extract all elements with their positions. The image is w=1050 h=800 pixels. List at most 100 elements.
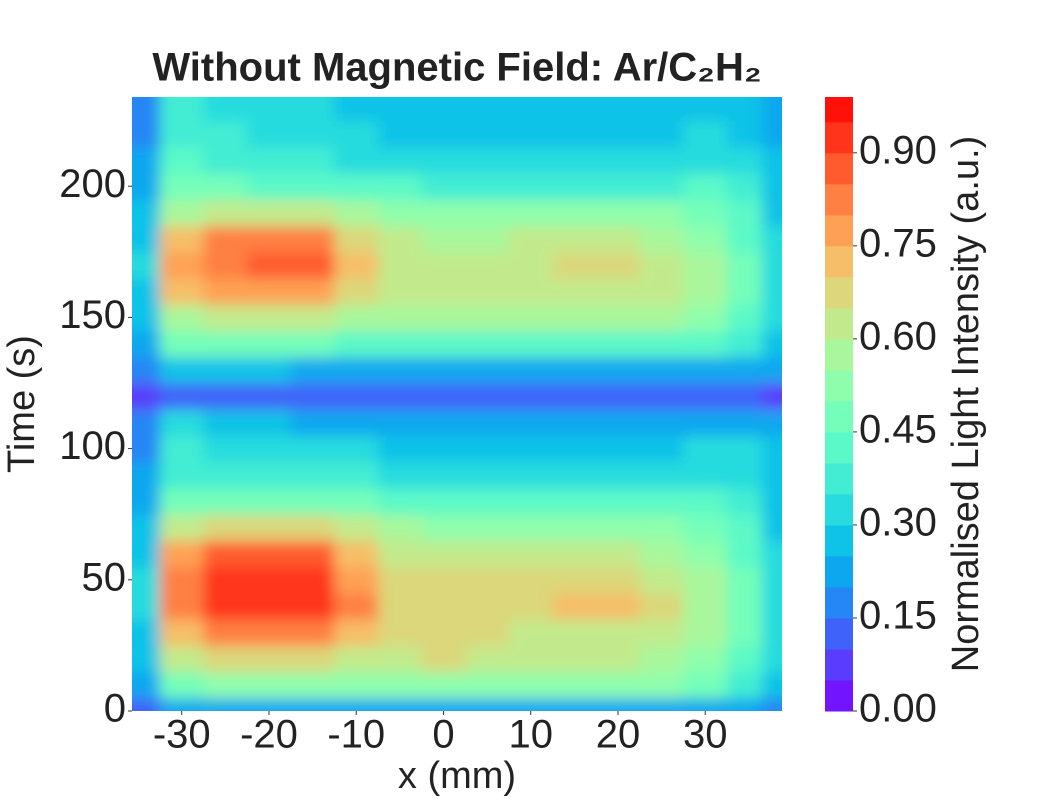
colorbar-band bbox=[825, 555, 853, 588]
contour-cell bbox=[761, 120, 782, 148]
contour-cell bbox=[683, 199, 728, 227]
contour-cell bbox=[290, 540, 336, 568]
contour-cell bbox=[203, 540, 248, 568]
contour-cell bbox=[761, 619, 782, 647]
contour-cell bbox=[465, 619, 510, 647]
contour-cell bbox=[334, 566, 379, 594]
contour-cell bbox=[247, 120, 292, 148]
contour-cell bbox=[727, 330, 763, 358]
contour-cell bbox=[596, 225, 641, 253]
contour-cell bbox=[378, 566, 423, 594]
contour-cell bbox=[639, 330, 685, 358]
contour-cell bbox=[727, 645, 763, 673]
contour-cell bbox=[421, 330, 466, 358]
contour-cell bbox=[639, 671, 685, 699]
contour-cell bbox=[727, 592, 763, 620]
contour-cell bbox=[378, 225, 423, 253]
contour-cell bbox=[378, 540, 423, 568]
colorbar-tick-label: 0.90 bbox=[859, 128, 937, 172]
contour-cell bbox=[378, 383, 423, 410]
contour-cell bbox=[159, 566, 205, 594]
contour-cell bbox=[334, 619, 379, 647]
contour-cell bbox=[203, 592, 248, 620]
contour-cell bbox=[132, 199, 161, 227]
contour-cell bbox=[159, 97, 205, 122]
contour-cell bbox=[552, 97, 597, 122]
contour-cell bbox=[378, 697, 423, 711]
contour-cell bbox=[334, 697, 379, 711]
contour-cell bbox=[378, 173, 423, 200]
contour-cell bbox=[132, 435, 161, 463]
colorbar-label: Normalised Light Intensity (a.u.) bbox=[945, 136, 987, 672]
contour-cell bbox=[639, 566, 685, 594]
contour-cell bbox=[421, 487, 466, 515]
x-tick-label: 10 bbox=[508, 713, 553, 757]
contour-cell bbox=[761, 251, 782, 279]
y-axis-label: Time (s) bbox=[1, 335, 43, 473]
contour-cell bbox=[378, 487, 423, 515]
contour-cell bbox=[761, 540, 782, 568]
contour-cell bbox=[421, 356, 466, 384]
contour-cell bbox=[132, 225, 161, 253]
contour-cell bbox=[465, 199, 510, 227]
x-tick-label: -30 bbox=[153, 713, 211, 757]
contour-cell bbox=[761, 409, 782, 437]
contour-cell bbox=[465, 330, 510, 358]
contour-cell bbox=[761, 199, 782, 227]
contour-cell bbox=[334, 304, 379, 332]
contour-cell bbox=[247, 146, 292, 174]
contour-cell bbox=[465, 671, 510, 699]
colorbar-tick-label: 0.15 bbox=[859, 594, 937, 638]
contour-cell bbox=[159, 592, 205, 620]
contour-cell bbox=[683, 304, 728, 332]
contour-cell bbox=[683, 120, 728, 148]
colorbar-band bbox=[825, 214, 853, 247]
contour-cell bbox=[203, 225, 248, 253]
contour-cell bbox=[683, 356, 728, 384]
contour-cell bbox=[465, 304, 510, 332]
contour-cell bbox=[247, 540, 292, 568]
contour-cell bbox=[378, 514, 423, 542]
contour-cell bbox=[508, 278, 554, 305]
contour-cell bbox=[290, 304, 336, 332]
contour-cell bbox=[334, 461, 379, 489]
contour-cell bbox=[247, 619, 292, 647]
contour-cell bbox=[203, 251, 248, 279]
contour-cell bbox=[290, 671, 336, 699]
contour-cell bbox=[683, 146, 728, 174]
contour-cell bbox=[421, 540, 466, 568]
y-tick-label: 200 bbox=[59, 162, 126, 206]
contour-cell bbox=[683, 566, 728, 594]
contour-cell bbox=[552, 566, 597, 594]
contour-cell bbox=[290, 697, 336, 711]
contour-cell bbox=[596, 173, 641, 200]
contour-cell bbox=[290, 146, 336, 174]
contour-cell bbox=[290, 199, 336, 227]
contour-cell bbox=[421, 619, 466, 647]
contour-cell bbox=[290, 645, 336, 673]
contour-cell bbox=[378, 409, 423, 437]
contour-cell bbox=[465, 383, 510, 410]
contour-cell bbox=[378, 645, 423, 673]
contour-cell bbox=[203, 566, 248, 594]
contour-cell bbox=[683, 540, 728, 568]
contour-cell bbox=[465, 409, 510, 437]
contour-cell bbox=[334, 330, 379, 358]
contour-cell bbox=[159, 671, 205, 699]
contour-cell bbox=[727, 487, 763, 515]
colorbar-tick-label: 0.00 bbox=[859, 687, 937, 731]
colorbar-band bbox=[825, 121, 853, 154]
contour-cell bbox=[552, 383, 597, 410]
contour-cell bbox=[247, 97, 292, 122]
contour-cell bbox=[552, 645, 597, 673]
contour-cell bbox=[203, 514, 248, 542]
contour-cell bbox=[334, 592, 379, 620]
y-tick-label: 50 bbox=[82, 555, 127, 599]
contour-cell bbox=[334, 251, 379, 279]
contour-cell bbox=[727, 173, 763, 200]
contour-cell bbox=[247, 225, 292, 253]
contour-cell bbox=[465, 356, 510, 384]
contour-cell bbox=[159, 304, 205, 332]
contour-cell bbox=[334, 146, 379, 174]
contour-cell bbox=[639, 383, 685, 410]
